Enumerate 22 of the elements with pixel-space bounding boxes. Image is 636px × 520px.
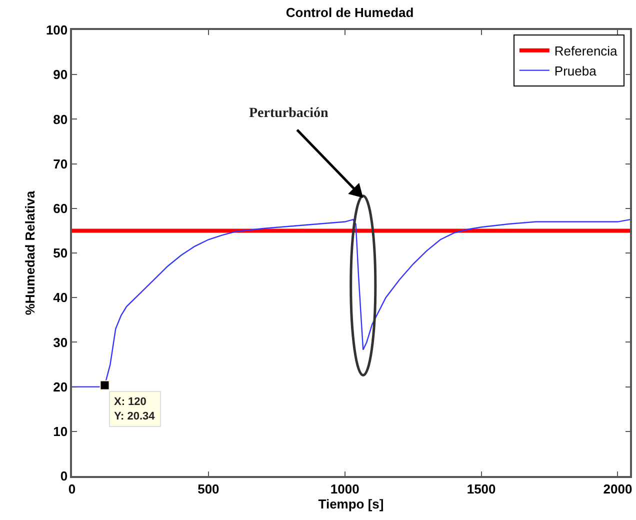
y-tick-label: 90 bbox=[53, 67, 68, 82]
y-tick-label: 40 bbox=[53, 290, 68, 306]
x-axis-title: Tiempo [s] bbox=[318, 496, 384, 512]
x-tick-label: 2000 bbox=[603, 481, 632, 496]
legend-label: Prueba bbox=[554, 63, 598, 78]
y-tick-label: 10 bbox=[53, 424, 68, 439]
y-tick-label: 30 bbox=[53, 334, 68, 350]
y-tick-label: 20 bbox=[53, 379, 68, 394]
x-tick-label: 1000 bbox=[330, 481, 360, 496]
y-tick-label: 80 bbox=[53, 112, 68, 127]
annotation: Perturbación bbox=[249, 106, 329, 121]
legend-label: Referencia bbox=[554, 43, 618, 58]
annotation: X: 120 Y: 20.34 bbox=[114, 396, 156, 422]
y-tick-label: 50 bbox=[53, 246, 68, 261]
x-tick-label: 1500 bbox=[466, 481, 496, 496]
y-axis-title: %Humedad Relativa bbox=[22, 190, 38, 316]
y-tick-label: 100 bbox=[46, 22, 68, 38]
chart-title: Control de Humedad bbox=[286, 4, 414, 20]
y-tick-label: 70 bbox=[53, 156, 68, 172]
y-tick-label: 60 bbox=[53, 200, 68, 216]
y-tick-label: 0 bbox=[60, 468, 68, 484]
x-tick-label: 500 bbox=[198, 481, 220, 496]
